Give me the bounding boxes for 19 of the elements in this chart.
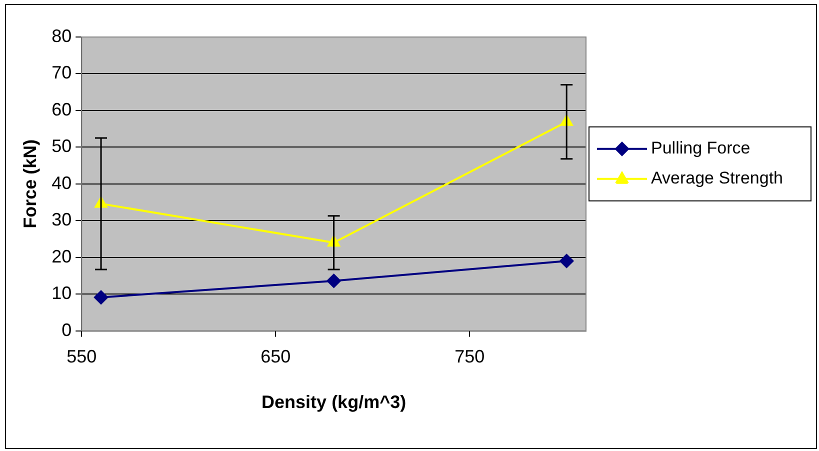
- y-tick-label: 30: [52, 210, 72, 230]
- y-tick-label: 60: [52, 99, 72, 120]
- x-tick-label: 650: [260, 346, 291, 367]
- y-tick-label: 20: [52, 246, 72, 266]
- y-tick-label: 10: [52, 283, 72, 304]
- point: [326, 274, 341, 288]
- legend-label: Average Strength: [651, 168, 783, 188]
- y-tick-label: 0: [62, 320, 72, 340]
- y-tick-label: 70: [52, 62, 72, 83]
- point: [94, 290, 108, 304]
- x-tick-label: 550: [66, 346, 97, 367]
- legend-label: Pulling Force: [651, 138, 750, 158]
- x-tick-label: 750: [454, 346, 485, 367]
- y-tick-label: 40: [52, 172, 72, 193]
- y-tick-label: 80: [52, 26, 72, 46]
- y-tick-label: 50: [52, 136, 72, 156]
- x-axis-title: Density (kg/m^3): [262, 392, 406, 412]
- point: [560, 254, 574, 268]
- y-axis-title: Force (kN): [20, 139, 40, 228]
